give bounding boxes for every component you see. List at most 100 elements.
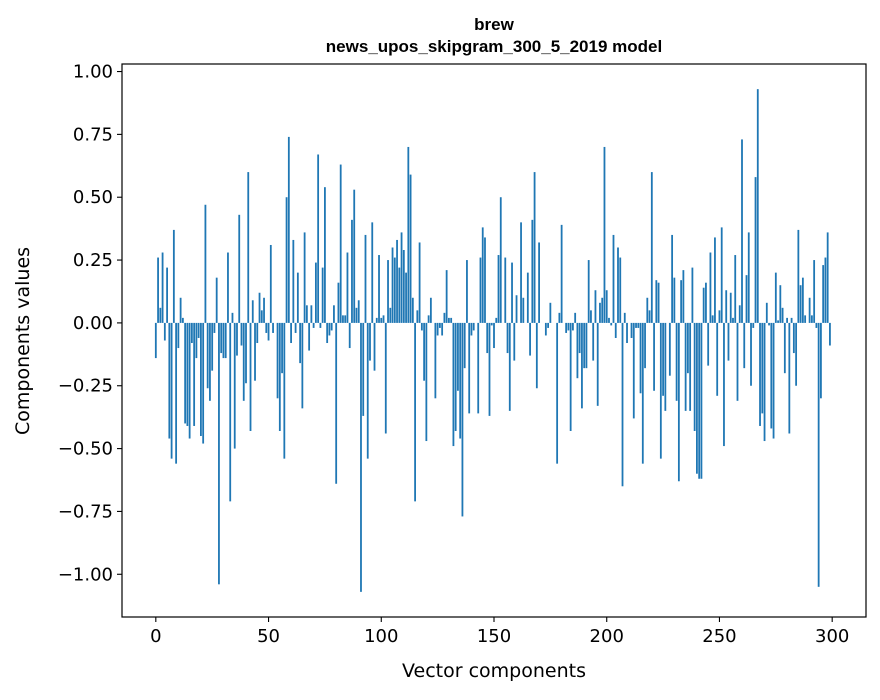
bar (687, 323, 689, 373)
bar (209, 323, 211, 401)
bar (259, 293, 261, 323)
bar (410, 175, 412, 323)
bar (353, 190, 355, 323)
bar (365, 235, 367, 323)
bar (477, 323, 479, 413)
bar (725, 290, 727, 323)
bar (601, 298, 603, 323)
bar (613, 235, 615, 323)
bar (741, 139, 743, 323)
bar (437, 323, 439, 336)
bar (252, 300, 254, 323)
bar (755, 177, 757, 323)
bar (631, 323, 633, 338)
bar (419, 242, 421, 322)
bar (782, 308, 784, 323)
bar (344, 315, 346, 323)
bar (599, 303, 601, 323)
bar (547, 323, 549, 328)
bar (232, 313, 234, 323)
bar (376, 318, 378, 323)
x-tick-label: 50 (257, 626, 280, 647)
bar (797, 230, 799, 323)
bar (168, 323, 170, 439)
y-tick-label: 0.00 (73, 313, 113, 334)
bar (676, 323, 678, 401)
bar (229, 323, 231, 501)
bar (664, 323, 666, 411)
bar (689, 323, 691, 411)
bar (292, 240, 294, 323)
bar (184, 323, 186, 424)
bar (581, 323, 583, 408)
bar (786, 318, 788, 323)
y-tick-label: 0.25 (73, 250, 113, 271)
bar (310, 305, 312, 323)
bar (324, 187, 326, 323)
bar (189, 323, 191, 439)
bar (360, 323, 362, 592)
bar (198, 323, 200, 338)
bar (342, 315, 344, 323)
bar (356, 308, 358, 323)
bar (243, 323, 245, 401)
bar (606, 290, 608, 323)
bar (658, 283, 660, 323)
bar (453, 323, 455, 446)
bar (441, 323, 443, 336)
bar (304, 232, 306, 322)
bar (743, 323, 745, 368)
bar (513, 323, 515, 361)
bar (387, 260, 389, 323)
bar (586, 323, 588, 368)
bar (570, 323, 572, 431)
bar (159, 308, 161, 323)
bar (462, 323, 464, 517)
bar (385, 323, 387, 434)
y-tick-label: 1.00 (73, 62, 113, 83)
bar (394, 258, 396, 323)
bar (536, 323, 538, 388)
bar (297, 273, 299, 323)
y-tick-label: −1.00 (58, 564, 113, 585)
bar (775, 273, 777, 323)
bar (703, 288, 705, 323)
bar (471, 323, 473, 336)
bar (734, 255, 736, 323)
bar (516, 295, 518, 323)
bar (678, 323, 680, 481)
bar (680, 280, 682, 323)
bar (412, 298, 414, 323)
bar (450, 318, 452, 323)
y-tick-label: −0.50 (58, 439, 113, 460)
bar (223, 323, 225, 358)
bar (669, 323, 671, 376)
bar (653, 323, 655, 391)
bar (162, 253, 164, 323)
bar (473, 323, 475, 331)
bar (175, 323, 177, 464)
bar (455, 323, 457, 431)
bar (818, 323, 820, 587)
bar (716, 323, 718, 396)
bar (764, 323, 766, 441)
bar (211, 323, 213, 371)
bar (459, 323, 461, 439)
bar (811, 315, 813, 323)
bar (719, 310, 721, 323)
bar (721, 227, 723, 323)
x-tick-label: 250 (702, 626, 736, 647)
bar (428, 315, 430, 323)
bar (568, 323, 570, 331)
bar (351, 220, 353, 323)
bar (277, 323, 279, 398)
bar (238, 215, 240, 323)
bar (633, 323, 635, 419)
bar (791, 318, 793, 323)
bar (777, 320, 779, 323)
bar (701, 323, 703, 479)
bar (261, 310, 263, 323)
